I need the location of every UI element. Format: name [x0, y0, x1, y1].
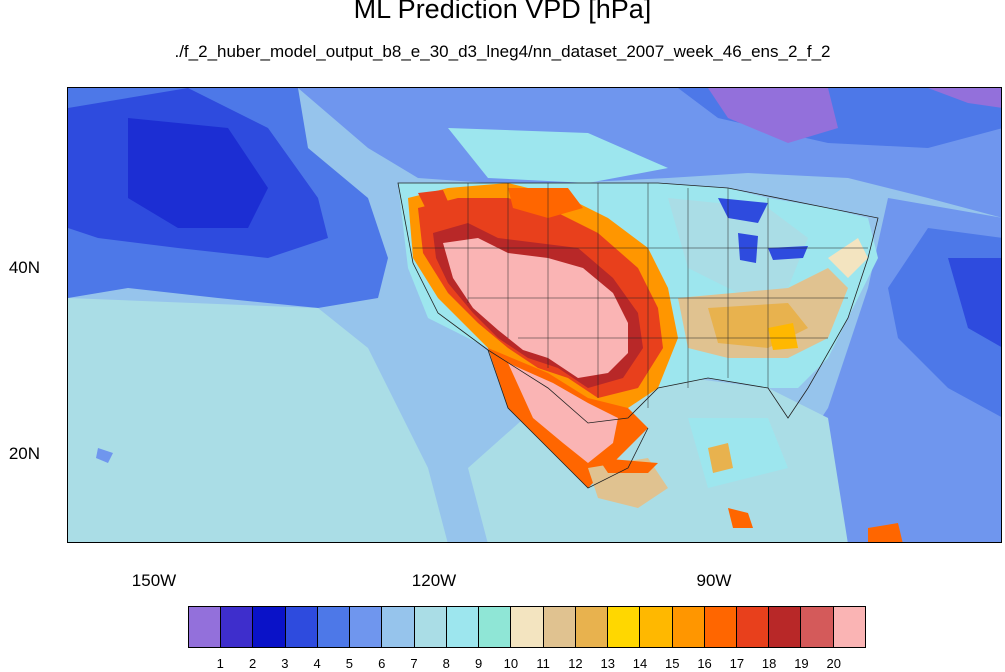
colorbar-label: 17 [729, 656, 745, 671]
colorbar-swatch-14 [640, 607, 673, 647]
lon-tick-150w: 150W [131, 571, 177, 590]
colorbar-label: 7 [410, 656, 418, 671]
colorbar-swatch-6 [382, 607, 415, 647]
colorbar-swatch-5 [350, 607, 383, 647]
colorbar-swatch-13 [608, 607, 641, 647]
colorbar-label: 9 [474, 656, 483, 671]
lat-tick-20n: 20N [8, 444, 40, 463]
great-lakes [718, 198, 768, 223]
colorbar-swatch-7 [414, 607, 447, 647]
colorbar-label: 18 [761, 656, 777, 671]
colorbar-swatch-8 [446, 607, 480, 647]
colorbar-swatch-9 [479, 607, 512, 647]
colorbar-label: 11 [536, 656, 550, 671]
colorbar-swatch-4 [317, 607, 351, 647]
colorbar-label: 13 [600, 656, 615, 671]
colorbar-swatch-12 [575, 607, 609, 647]
lon-tick-90w: 90W [696, 571, 732, 590]
colorbar-label: 3 [281, 656, 289, 671]
colorbar-swatch-19 [801, 607, 834, 647]
colorbar-swatch-11 [543, 607, 576, 647]
west-extreme-vpd [443, 238, 628, 378]
lon-tick-120w: 120W [411, 571, 457, 590]
map-title: ML Prediction VPD [hPa] [353, 0, 652, 24]
colorbar-swatch-15 [672, 607, 705, 647]
colorbar-swatch-10 [511, 607, 544, 647]
colorbar-swatch-2 [253, 607, 286, 647]
colorbar-swatch-3 [285, 607, 318, 647]
colorbar-label: 16 [697, 656, 712, 671]
colorbar-label: 19 [794, 656, 809, 671]
map-subtitle: ./f_2_huber_model_output_b8_e_30_d3_lneg… [174, 42, 831, 61]
colorbar-label: 15 [665, 656, 680, 671]
colorbar-label: 5 [345, 656, 354, 671]
hawaii [96, 448, 113, 463]
colorbar-swatch-1 [221, 607, 254, 647]
lat-tick-40n: 40N [8, 258, 40, 277]
vpd-map [67, 87, 1002, 543]
colorbar-swatch-18 [769, 607, 802, 647]
colorbar-label: 2 [248, 656, 257, 671]
colorbar-label: 20 [826, 656, 841, 671]
vpd-map-canvas [68, 88, 1001, 542]
colorbar [188, 606, 866, 648]
colorbar-label: 1 [216, 656, 224, 671]
colorbar-swatch-16 [704, 607, 737, 647]
colorbar-swatch-17 [736, 607, 770, 647]
colorbar-label: 10 [503, 656, 519, 671]
colorbar-label: 4 [313, 656, 321, 671]
colorbar-label: 14 [632, 656, 648, 671]
colorbar-label: 6 [378, 656, 386, 671]
colorbar-label: 8 [442, 656, 450, 671]
colorbar-swatch-20 [833, 607, 865, 647]
colorbar-label: 12 [568, 656, 583, 671]
colorbar-swatch-0 [189, 607, 222, 647]
